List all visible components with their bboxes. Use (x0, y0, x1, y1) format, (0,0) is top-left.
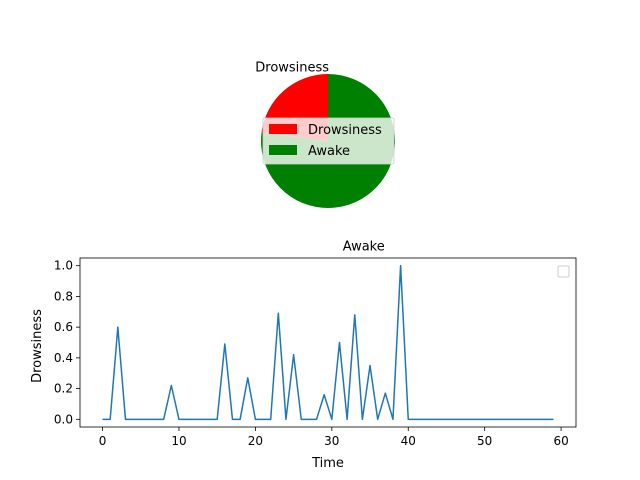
x-axis-ticks: 0 10 20 30 40 50 60 (99, 427, 569, 448)
y-tick-label: 0.8 (54, 289, 73, 303)
y-tick-label: 1.0 (54, 259, 73, 273)
x-axis-label: Time (311, 456, 344, 471)
x-tick-label: 10 (171, 434, 186, 448)
y-tick-label: 0.4 (54, 351, 73, 365)
x-tick-label: 40 (401, 434, 416, 448)
x-tick-label: 30 (324, 434, 339, 448)
series-line-drowsiness (102, 264, 554, 421)
x-tick-label: 0 (99, 434, 107, 448)
y-tick-label: 0.6 (54, 320, 73, 334)
x-tick-label: 20 (248, 434, 263, 448)
pie-legend-swatch-drowsiness (269, 124, 297, 134)
pie-label-drowsiness: Drowsiness (255, 61, 329, 76)
x-tick-label: 50 (477, 434, 492, 448)
y-axis-ticks: 0.0 0.2 0.4 0.6 0.8 1.0 (54, 259, 80, 426)
pie-chart: Drowsiness Awake Drowsiness Awake (255, 61, 395, 254)
x-tick-label: 60 (553, 434, 568, 448)
pie-legend-label-drowsiness: Drowsiness (308, 123, 382, 138)
y-tick-label: 0.2 (54, 382, 73, 396)
line-chart: 0 10 20 30 40 50 60 0.0 0.2 0.4 0.6 0.8 1.0 Time Dr… (30, 257, 577, 471)
line-legend-box (557, 265, 570, 278)
pie-legend-label-awake: Awake (308, 144, 350, 159)
pie-legend-swatch-awake (269, 145, 297, 155)
plot-frame (79, 257, 577, 428)
y-axis-label: Drowsiness (30, 309, 45, 383)
y-tick-label: 0.0 (54, 412, 73, 426)
pie-label-awake: Awake (343, 239, 385, 254)
pie-legend: Drowsiness Awake (262, 117, 395, 165)
